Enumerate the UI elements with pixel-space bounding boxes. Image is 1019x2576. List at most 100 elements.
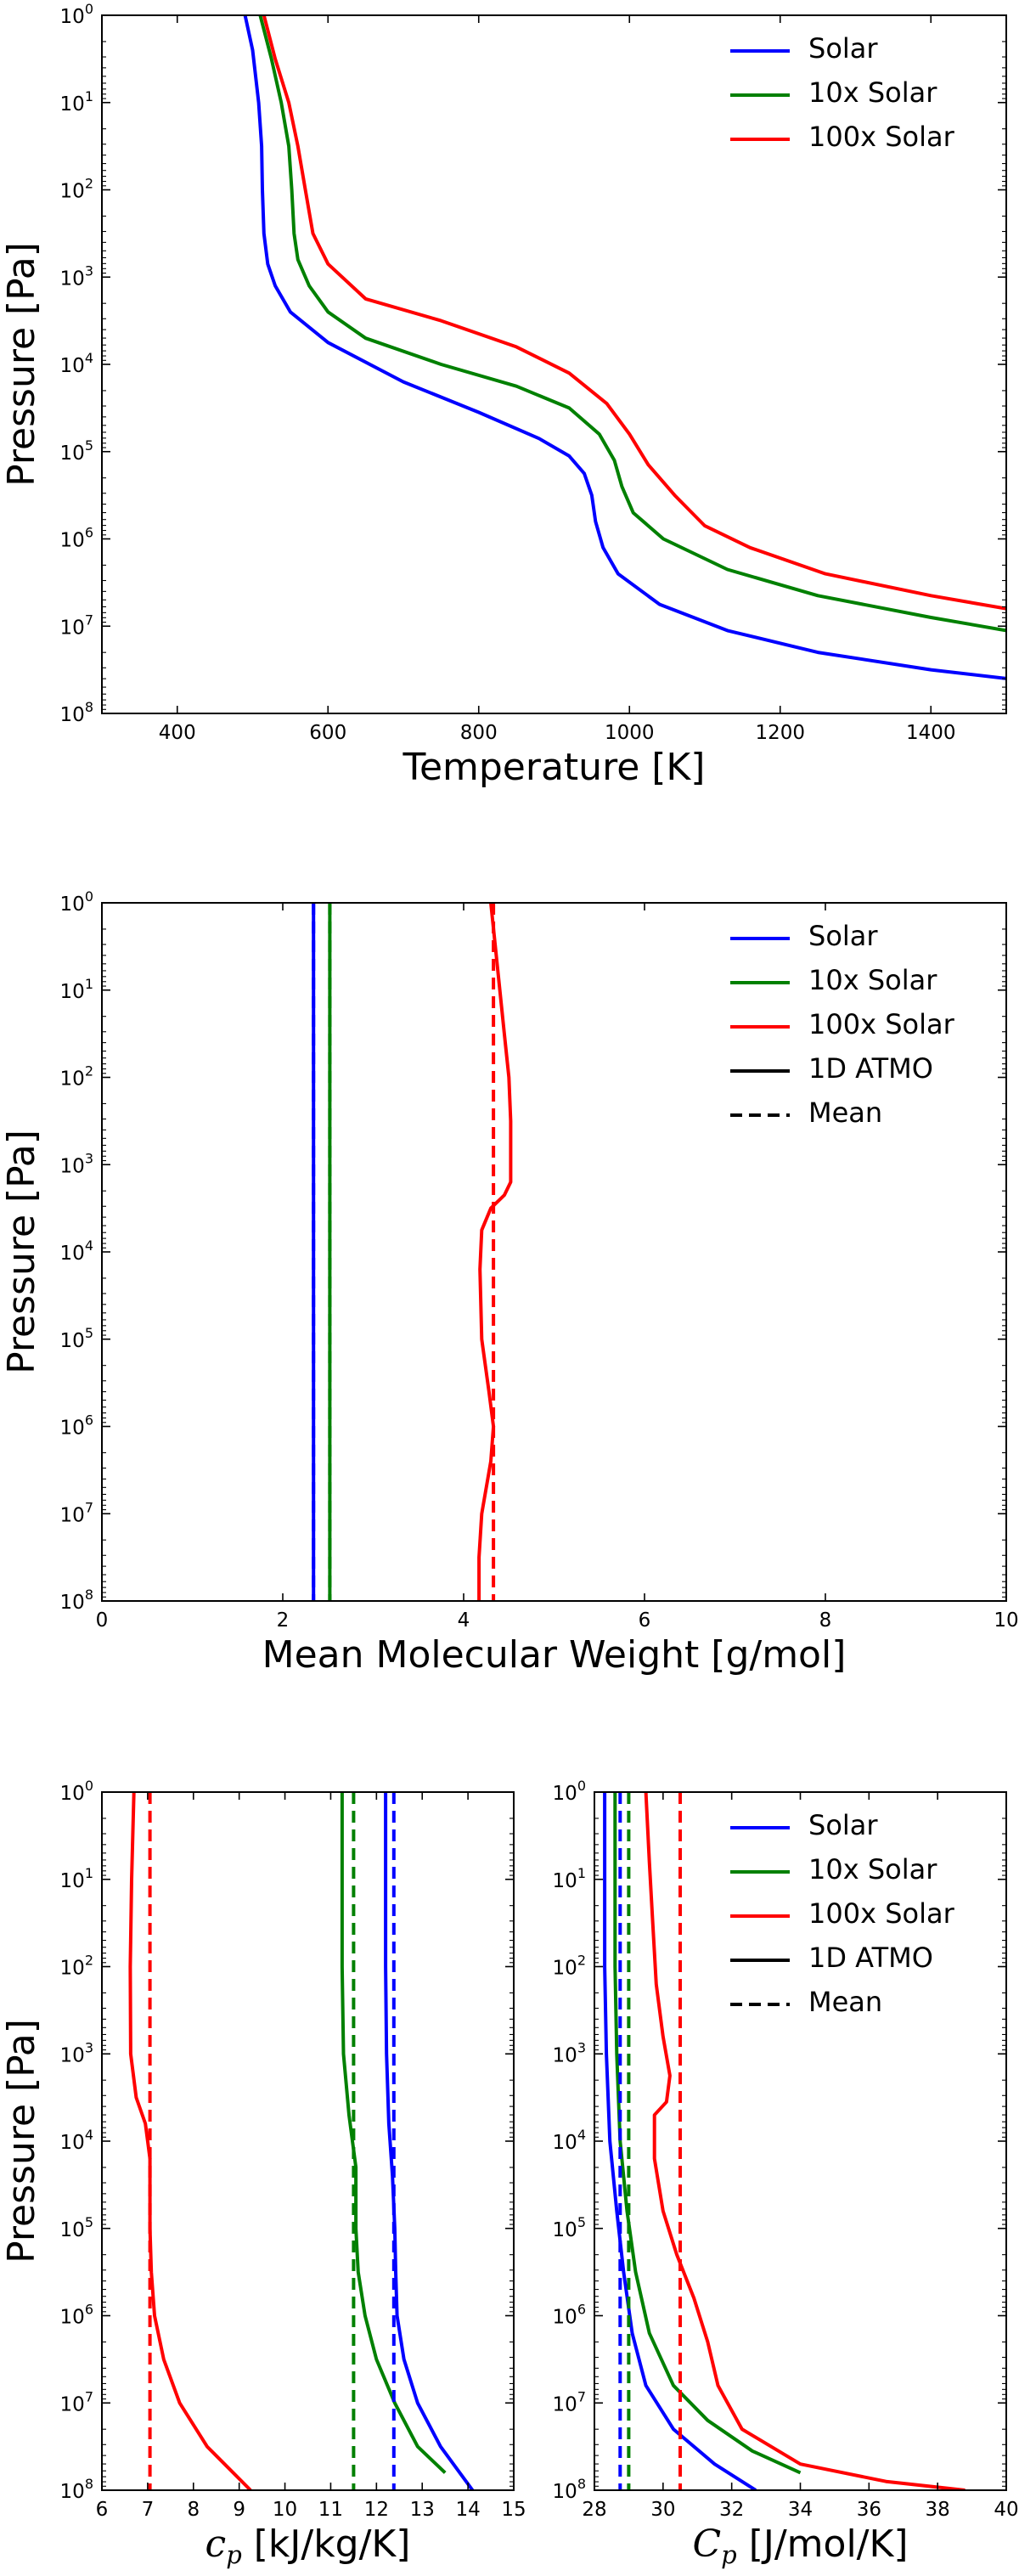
x-tick-label: 14: [455, 2499, 480, 2521]
y-axis-label: Pressure [Pa]: [0, 242, 43, 487]
x-tick-label: 30: [650, 2499, 675, 2521]
x-tick-label: 6: [639, 1609, 651, 1632]
series-line-solar: [243, 15, 1006, 680]
y-tick-label: 100: [60, 1, 93, 28]
y-tick-label: 102: [60, 1953, 93, 1980]
y-tick-label: 105: [60, 437, 93, 465]
x-tick-label: 12: [364, 2499, 389, 2521]
series-line-10x-solar: [258, 15, 1006, 633]
legend-label: Mean: [808, 1096, 882, 1129]
y-tick-label: 107: [60, 612, 93, 639]
legend-label: 1D ATMO: [808, 1052, 933, 1085]
y-tick-label: 106: [60, 1412, 93, 1440]
legend-label: 1D ATMO: [808, 1942, 933, 1974]
x-tick-label: 600: [309, 722, 346, 744]
series-line-solar-1d-atmo: [603, 1792, 757, 2490]
x-tick-label: 1200: [755, 722, 805, 744]
series-line-10x-solar-1d-atmo: [613, 1792, 802, 2475]
series-line-100x-solar-1d-atmo: [644, 1792, 966, 2490]
y-tick-label: 104: [60, 350, 93, 377]
y-tick-label: 101: [60, 976, 93, 1003]
y-tick-label: 107: [60, 1499, 93, 1526]
x-tick-label: 34: [788, 2499, 813, 2521]
x-tick-label: 28: [582, 2499, 606, 2521]
y-tick-label: 108: [60, 699, 93, 726]
legend: Solar 10x Solar 100x Solar 1D ATMO Mean: [730, 920, 955, 1129]
y-tick-label: 108: [60, 2476, 93, 2503]
y-tick-label: 107: [553, 2388, 586, 2415]
y-tick-label: 100: [60, 888, 93, 916]
series-group: [312, 903, 513, 1601]
legend: Solar 10x Solar 100x Solar 1D ATMO Mean: [730, 1809, 955, 2018]
chart-pt: 400 600 800 1000 1200 1400 100 101 102 103 104 105 1…: [0, 1, 1007, 789]
y-tick-label: 101: [60, 88, 93, 116]
x-tick-label: 8: [819, 1609, 832, 1632]
series-line-10x-solar-1d-atmo: [340, 1792, 447, 2474]
x-tick-label: 400: [159, 722, 196, 744]
y-tick-label: 105: [60, 1325, 93, 1352]
x-tick-label: 4: [458, 1609, 470, 1632]
x-tick-label: 13: [410, 2499, 435, 2521]
x-tick-label: 800: [460, 722, 498, 744]
x-tick-label: 32: [719, 2499, 744, 2521]
legend-label: 100x Solar: [808, 121, 955, 153]
y-tick-label: 103: [60, 2039, 93, 2066]
x-axis-label: cp [kJ/kg/K]: [205, 2522, 411, 2569]
x-axis-label: Mean Molecular Weight [g/mol]: [262, 1633, 847, 1677]
y-tick-label: 101: [553, 1865, 586, 1892]
y-tick-label: 103: [60, 262, 93, 290]
y-tick-label: 106: [60, 525, 93, 552]
chart-cp-mass: 6 7 8 9 10 11 12 13 14 15 100 101 102 103 104 105 106 107…: [0, 1778, 526, 2569]
series-group: [243, 15, 1006, 680]
x-axis-label: Cp [J/mol/K]: [692, 2522, 908, 2569]
legend-label: Mean: [808, 1986, 882, 2018]
x-tick-label: 36: [857, 2499, 881, 2521]
y-tick-label: 104: [553, 2127, 586, 2154]
y-tick-label: 108: [60, 1587, 93, 1614]
x-tick-label: 40: [994, 2499, 1018, 2521]
y-tick-label: 105: [60, 2214, 93, 2241]
chart-cp-molar: 28 30 32 34 36 38 40 100 101 102 103 104 105 106 107 10…: [553, 1778, 1019, 2569]
y-tick-label: 103: [60, 1150, 93, 1177]
series-group: [128, 1792, 475, 2490]
series-group: [603, 1792, 966, 2490]
legend-label: Solar: [808, 1809, 878, 1841]
legend-label: 10x Solar: [808, 1853, 937, 1885]
y-tick-label: 108: [553, 2476, 586, 2503]
y-axis-label: Pressure [Pa]: [0, 2019, 43, 2263]
y-tick-label: 106: [553, 2302, 586, 2329]
y-tick-label: 103: [553, 2039, 586, 2066]
y-tick-label: 105: [553, 2214, 586, 2241]
legend-label: 10x Solar: [808, 964, 937, 996]
y-tick-label: 100: [553, 1778, 586, 1805]
x-tick-label: 2: [277, 1609, 290, 1632]
series-line-100x-solar-1d-atmo: [477, 903, 513, 1601]
x-tick-label: 15: [501, 2499, 526, 2521]
x-tick-label: 8: [187, 2499, 200, 2521]
x-tick-label: 10: [273, 2499, 297, 2521]
y-tick-label: 100: [60, 1778, 93, 1805]
x-tick-label: 6: [96, 2499, 109, 2521]
y-tick-label: 104: [60, 2127, 93, 2154]
x-tick-label: 1400: [906, 722, 956, 744]
legend-label: 10x Solar: [808, 76, 937, 109]
y-tick-label: 104: [60, 1237, 93, 1265]
y-tick-label: 102: [60, 176, 93, 203]
legend-label: 100x Solar: [808, 1897, 955, 1930]
x-tick-label: 38: [926, 2499, 950, 2521]
legend-label: Solar: [808, 920, 878, 952]
legend-label: 100x Solar: [808, 1008, 955, 1040]
y-tick-label: 102: [553, 1953, 586, 1980]
y-tick-label: 107: [60, 2388, 93, 2415]
series-line-100x-solar: [262, 15, 1006, 611]
x-tick-label: 11: [318, 2499, 343, 2521]
legend: Solar 10x Solar 100x Solar: [730, 32, 955, 153]
x-tick-label: 0: [96, 1609, 109, 1632]
x-tick-label: 9: [233, 2499, 245, 2521]
x-tick-label: 10: [994, 1609, 1018, 1632]
x-tick-label: 7: [142, 2499, 155, 2521]
legend-label: Solar: [808, 32, 878, 65]
